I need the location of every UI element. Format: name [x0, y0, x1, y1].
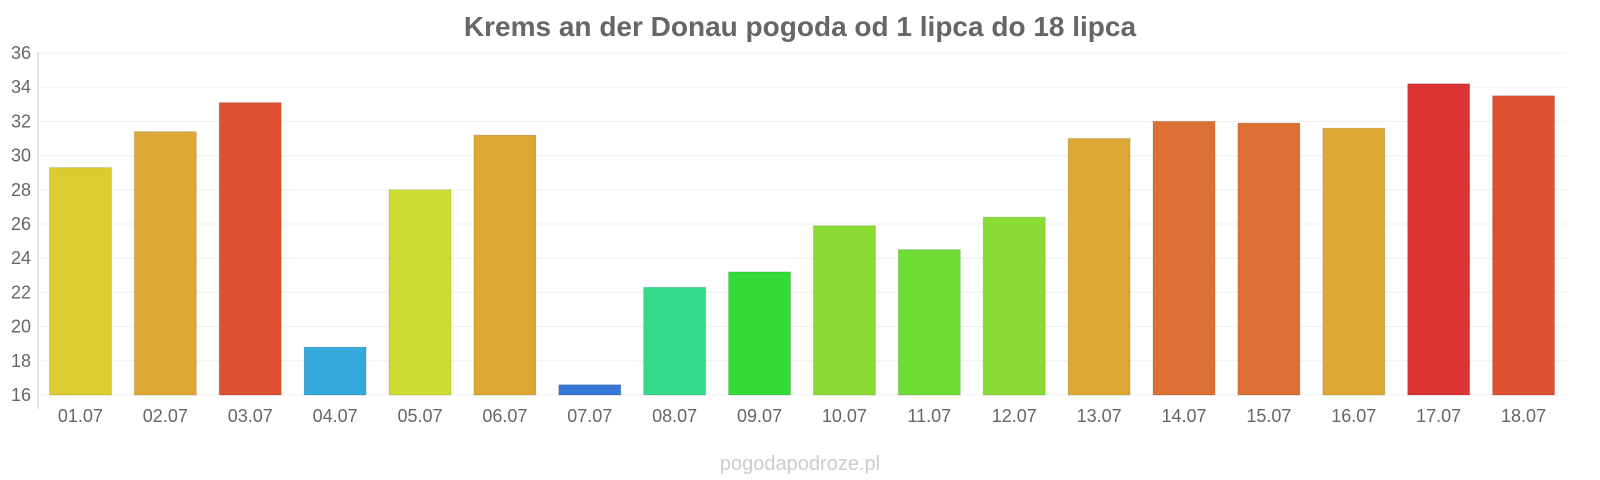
- bar-11.07: [897, 249, 961, 396]
- bar-16.07: [1322, 127, 1386, 396]
- x-tick-label: 04.07: [313, 406, 358, 426]
- y-tick-label: 28: [11, 180, 31, 200]
- y-tick-label: 32: [11, 111, 31, 131]
- x-tick-label: 07.07: [567, 406, 612, 426]
- x-tick-label: 01.07: [58, 406, 103, 426]
- y-tick-label: 26: [11, 214, 31, 234]
- x-tick-label: 12.07: [992, 406, 1037, 426]
- bar-15.07: [1237, 122, 1301, 396]
- bar-02.07: [133, 131, 197, 396]
- x-tick-label: 16.07: [1331, 406, 1376, 426]
- x-tick-label: 11.07: [907, 406, 951, 426]
- bar-05.07: [388, 189, 452, 396]
- bars: [48, 83, 1556, 396]
- bar-07.07: [558, 384, 622, 396]
- bar-13.07: [1067, 138, 1131, 396]
- y-tick-label: 16: [11, 385, 31, 405]
- bar-10.07: [812, 225, 876, 396]
- y-axis: 16 18 20 22 24 26 28 30 32 34 36: [11, 43, 31, 405]
- x-tick-label: 10.07: [822, 406, 867, 426]
- y-tick-label: 24: [11, 248, 31, 268]
- chart-title: Krems an der Donau pogoda od 1 lipca do …: [464, 11, 1137, 42]
- bar-12.07: [982, 216, 1046, 396]
- bar-14.07: [1152, 120, 1216, 396]
- x-tick-label: 09.07: [737, 406, 782, 426]
- x-axis: 01.07 02.07 03.07 04.07 05.07 06.07 07.07 08.07…: [58, 406, 1546, 426]
- grid-lines: [38, 52, 1566, 396]
- y-tick-label: 20: [11, 317, 31, 337]
- bar-08.07: [643, 286, 707, 396]
- x-tick-label: 15.07: [1246, 406, 1291, 426]
- bar-18.07: [1492, 95, 1556, 396]
- x-tick-label: 14.07: [1161, 406, 1206, 426]
- x-tick-label: 08.07: [652, 406, 697, 426]
- x-tick-label: 03.07: [228, 406, 273, 426]
- bar-06.07: [473, 134, 537, 396]
- y-tick-label: 30: [11, 146, 31, 166]
- x-tick-label: 18.07: [1501, 406, 1546, 426]
- bar-03.07: [218, 102, 282, 396]
- x-tick-label: 06.07: [482, 406, 527, 426]
- y-tick-label: 22: [11, 282, 31, 302]
- bar-01.07: [48, 167, 112, 396]
- y-tick-label: 18: [11, 351, 31, 371]
- watermark: pogodapodroze.pl: [720, 453, 880, 475]
- bar-09.07: [728, 271, 792, 396]
- y-tick-label: 36: [11, 43, 31, 63]
- bar-17.07: [1407, 83, 1471, 396]
- bar-04.07: [303, 346, 367, 396]
- x-tick-label: 02.07: [143, 406, 188, 426]
- x-tick-label: 13.07: [1077, 406, 1122, 426]
- x-tick-label: 17.07: [1416, 406, 1461, 426]
- x-tick-label: 05.07: [397, 406, 442, 426]
- y-tick-label: 34: [11, 77, 31, 97]
